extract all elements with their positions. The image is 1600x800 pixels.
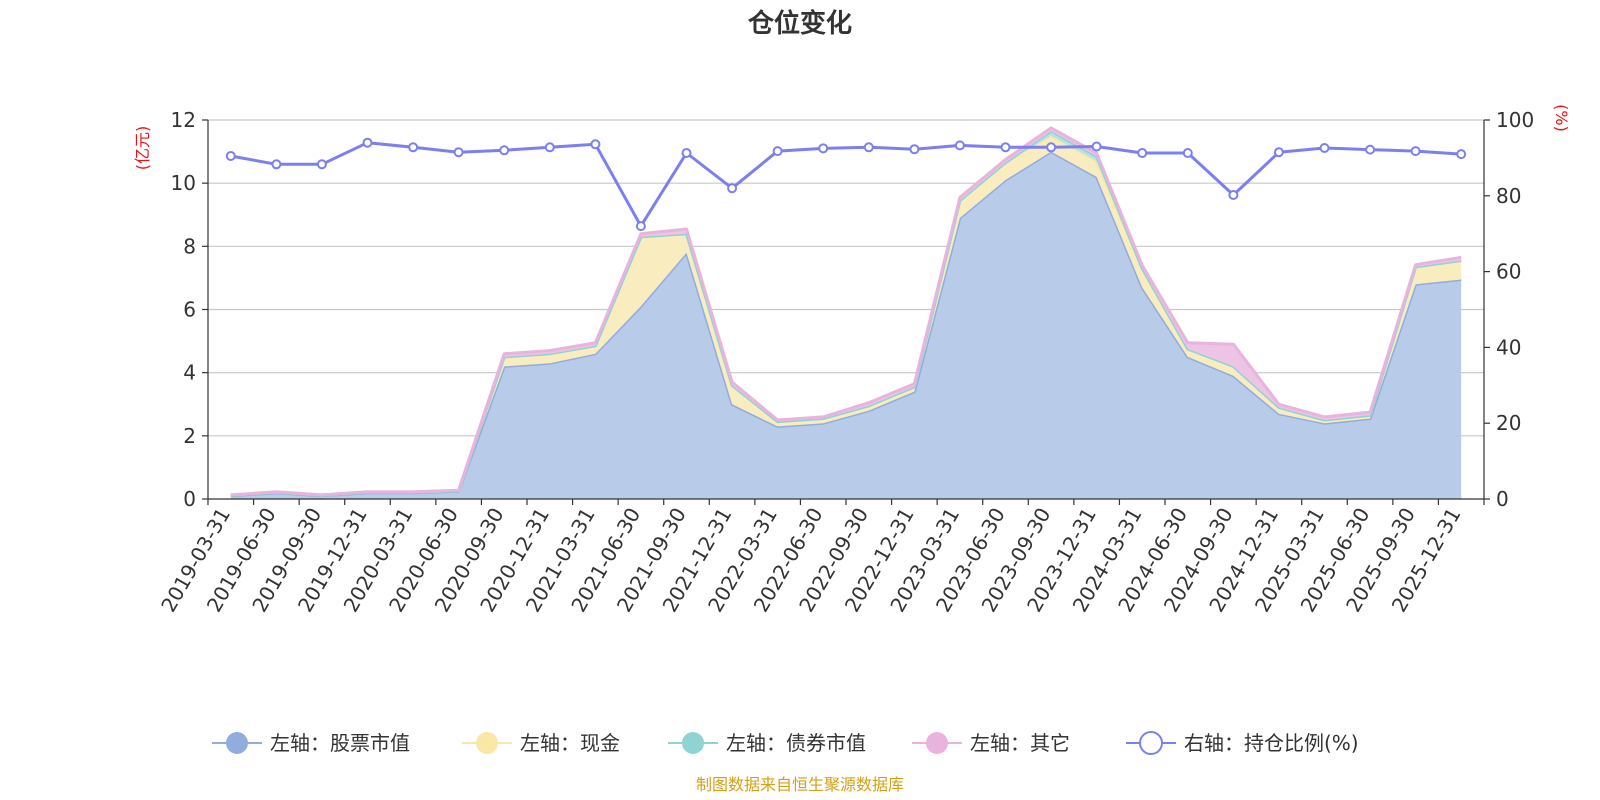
ratio-line-point[interactable] xyxy=(1456,149,1467,160)
ratio-line-point[interactable] xyxy=(635,221,646,232)
ratio-line-point[interactable] xyxy=(681,148,692,158)
ratio-line-point[interactable] xyxy=(1091,141,1102,152)
axes: 0246810120204060801002019-03-312019-06-3… xyxy=(156,108,1534,616)
ratio-line-point[interactable] xyxy=(1319,143,1330,153)
stacked-areas xyxy=(230,126,1462,499)
ratio-line-point[interactable] xyxy=(1228,190,1239,200)
legend-marker-icon xyxy=(926,732,948,754)
left-axis-tick-label: 8 xyxy=(183,234,196,258)
ratio-line-point[interactable] xyxy=(1046,142,1057,153)
left-axis-tick-label: 4 xyxy=(183,361,196,385)
right-axis-tick-label: 40 xyxy=(1496,335,1521,359)
legend: 左轴：股票市值 左轴：现金 左轴：债券市值 左轴：其它 右轴：持仓比例(%) xyxy=(212,731,1359,755)
right-axis-tick-label: 80 xyxy=(1496,184,1521,208)
legend-marker-icon xyxy=(476,732,498,754)
grid-lines xyxy=(208,119,1484,437)
ratio-line-point[interactable] xyxy=(1365,144,1376,155)
legend-marker-icon xyxy=(682,732,704,754)
ratio-line-point[interactable] xyxy=(1410,146,1421,157)
ratio-line-point[interactable] xyxy=(316,159,327,170)
legend-label: 右轴：持仓比例(%) xyxy=(1184,731,1359,755)
ratio-line-point[interactable] xyxy=(909,144,920,155)
legend-item[interactable]: 左轴：其它 xyxy=(912,731,1070,755)
legend-item[interactable]: 左轴：股票市值 xyxy=(212,731,410,755)
legend-item[interactable]: 左轴：债券市值 xyxy=(668,731,866,755)
ratio-line-point[interactable] xyxy=(590,139,601,150)
ratio-line-point[interactable] xyxy=(727,183,738,194)
legend-label: 左轴：股票市值 xyxy=(270,731,410,755)
chart-title: 仓位变化 xyxy=(747,8,852,39)
legend-label: 左轴：现金 xyxy=(520,731,620,755)
left-axis-tick-label: 6 xyxy=(183,298,196,322)
right-axis-tick-label: 20 xyxy=(1496,411,1521,435)
ratio-line-path xyxy=(230,141,1462,228)
legend-item[interactable]: 右轴：持仓比例(%) xyxy=(1126,731,1359,755)
ratio-line-point[interactable] xyxy=(544,142,555,153)
ratio-line-point[interactable] xyxy=(818,143,829,154)
ratio-line-point[interactable] xyxy=(499,145,510,156)
left-axis-tick-label: 10 xyxy=(171,171,196,195)
area-series-0 xyxy=(230,151,1462,499)
ratio-line-point[interactable] xyxy=(1000,142,1011,153)
legend-label: 左轴：债券市值 xyxy=(726,731,866,755)
ratio-line-point[interactable] xyxy=(225,151,236,161)
legend-label: 左轴：其它 xyxy=(970,731,1070,755)
ratio-line-point[interactable] xyxy=(362,137,373,148)
right-axis-tick-label: 60 xyxy=(1496,260,1521,284)
left-axis-tick-label: 12 xyxy=(171,108,196,132)
left-axis-tick-label: 0 xyxy=(183,487,196,511)
right-axis-tick-label: 100 xyxy=(1496,108,1534,132)
legend-item[interactable]: 左轴：现金 xyxy=(462,731,620,755)
area-series-edge-3 xyxy=(230,126,1462,497)
right-axis-unit: (%) xyxy=(1552,104,1571,132)
data-source-note: 制图数据来自恒生聚源数据库 xyxy=(696,775,904,794)
ratio-line-point[interactable] xyxy=(1182,148,1193,158)
position-ratio-line xyxy=(225,137,1467,232)
ratio-line-point[interactable] xyxy=(271,159,282,170)
left-axis-tick-label: 2 xyxy=(183,424,196,448)
ratio-line-point[interactable] xyxy=(863,142,874,153)
ratio-line-point[interactable] xyxy=(1273,147,1284,158)
ratio-line-point[interactable] xyxy=(453,147,464,158)
left-axis-unit: (亿元) xyxy=(133,126,152,171)
legend-marker-icon xyxy=(1139,731,1163,755)
ratio-line-point[interactable] xyxy=(1137,148,1148,158)
ratio-line-point[interactable] xyxy=(772,146,783,157)
ratio-line-point[interactable] xyxy=(954,140,965,151)
right-axis-tick-label: 0 xyxy=(1496,487,1509,511)
legend-marker-icon xyxy=(226,732,248,754)
ratio-line-point[interactable] xyxy=(408,142,419,153)
